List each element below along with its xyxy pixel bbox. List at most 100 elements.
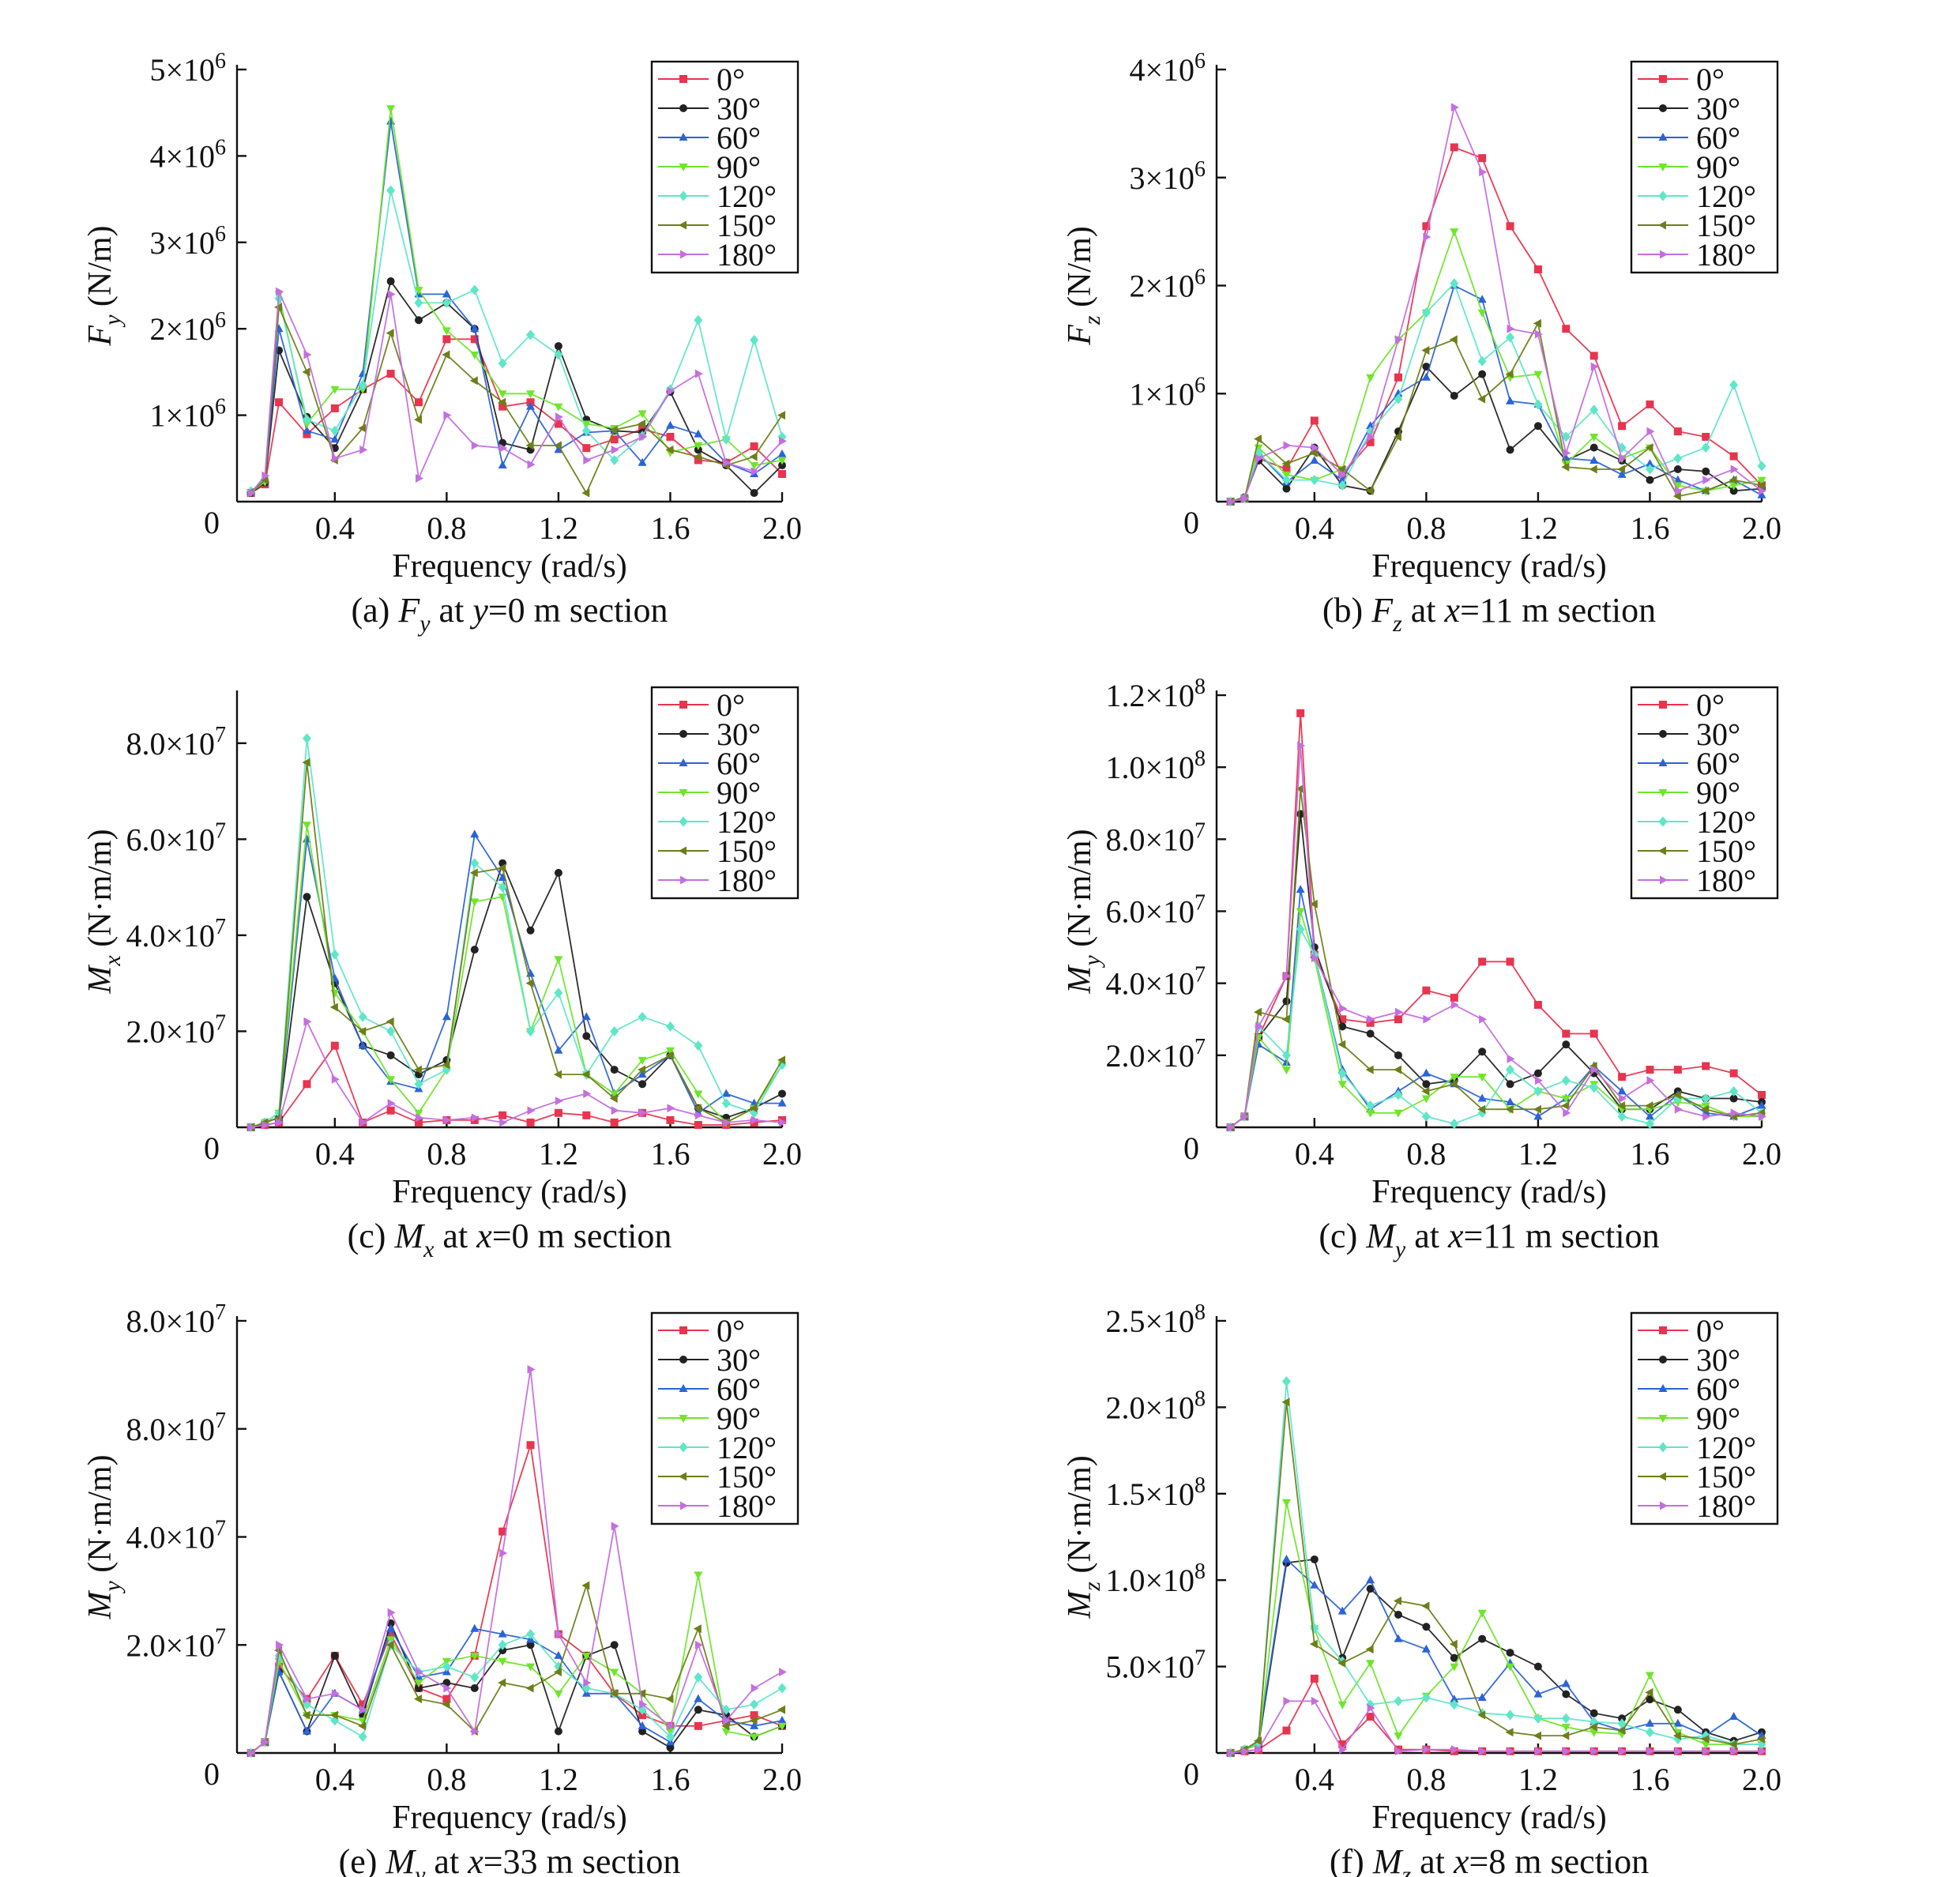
x-tick-label: 0.8: [1406, 1762, 1446, 1797]
series-line: [250, 1019, 783, 1128]
legend-marker: [679, 190, 688, 201]
data-point: [1589, 1082, 1599, 1093]
data-point: [526, 1118, 535, 1127]
data-point: [414, 415, 422, 424]
legend-label: 120°: [1696, 1430, 1756, 1465]
x-tick-label: 0.8: [427, 1762, 466, 1797]
data-point: [1394, 1065, 1401, 1074]
data-point: [1589, 1029, 1598, 1038]
data-point: [1310, 475, 1319, 486]
data-point: [582, 1032, 591, 1040]
data-point: [638, 1070, 647, 1078]
legend-marker: [1659, 104, 1667, 112]
data-point: [1561, 1101, 1570, 1111]
data-point: [777, 1683, 787, 1694]
data-point: [442, 297, 451, 308]
data-point: [1394, 393, 1403, 404]
data-point: [498, 402, 507, 411]
data-point: [1533, 1104, 1541, 1114]
data-point: [777, 1055, 785, 1065]
data-point: [386, 1051, 395, 1059]
data-point: [1450, 1653, 1458, 1662]
data-point: [498, 1629, 507, 1638]
data-point: [1533, 1662, 1542, 1671]
data-point: [1619, 1094, 1627, 1104]
data-point: [1645, 1718, 1654, 1727]
data-point: [1477, 1609, 1487, 1618]
legend-label: 90°: [1696, 149, 1740, 185]
data-point: [1309, 1639, 1318, 1649]
series-1: [1226, 1555, 1766, 1757]
data-point: [358, 1040, 367, 1049]
data-point: [694, 1040, 703, 1051]
data-point: [1478, 1634, 1487, 1643]
data-point: [723, 1716, 732, 1725]
legend-marker: [1660, 250, 1668, 259]
chart-svg: 2.0×107 4.0×107 6.0×107 8.0×107 1.0×108 1.2×1…: [1062, 675, 1781, 1262]
y-tick-label: 1.0×108: [1105, 747, 1206, 785]
data-point: [750, 1108, 759, 1119]
data-point: [581, 1683, 591, 1694]
data-point: [1394, 1695, 1403, 1706]
data-point: [1394, 1634, 1403, 1642]
data-point: [1702, 1747, 1711, 1756]
data-point: [1296, 908, 1305, 916]
data-point: [1281, 1499, 1291, 1507]
series-4: [246, 185, 787, 497]
data-point: [526, 401, 536, 410]
data-point: [1561, 1679, 1571, 1687]
data-point: [694, 1090, 703, 1099]
data-point: [1449, 1639, 1458, 1649]
data-point: [1282, 465, 1291, 473]
data-point: [694, 1640, 703, 1649]
series-0: [246, 335, 786, 498]
data-point: [554, 342, 562, 351]
legend-label: 180°: [1696, 237, 1756, 273]
data-point: [581, 420, 591, 429]
data-point: [1395, 1007, 1403, 1017]
series-2: [1226, 280, 1766, 505]
legend-label: 60°: [1696, 746, 1740, 781]
data-point: [1590, 362, 1599, 371]
y-tick-label: 6.0×107: [126, 818, 226, 857]
data-point: [1296, 784, 1304, 794]
data-point: [330, 434, 340, 443]
data-point: [1422, 986, 1431, 995]
series-4: [1226, 923, 1766, 1133]
origin-label: 0: [204, 505, 220, 540]
data-point: [611, 445, 619, 454]
data-point: [1561, 431, 1571, 442]
y-tick-label: 5.0×107: [1105, 1646, 1206, 1685]
data-point: [1281, 1397, 1290, 1407]
data-point: [1505, 1104, 1514, 1114]
data-point: [526, 1441, 535, 1450]
legend-label: 30°: [1696, 91, 1740, 126]
data-point: [1394, 1089, 1403, 1100]
data-point: [1563, 1108, 1571, 1118]
data-point: [527, 1365, 536, 1375]
data-point: [1241, 1112, 1250, 1121]
panel-c: 2.0×107 4.0×107 6.0×107 8.0×107 0 0.4 0.8 1.2 1.…: [0, 626, 980, 1262]
data-point: [750, 1721, 759, 1729]
data-point: [331, 1074, 340, 1084]
data-point: [1507, 1747, 1515, 1756]
data-point: [1310, 456, 1319, 465]
data-point: [721, 1089, 731, 1097]
data-point: [749, 1104, 758, 1113]
data-point: [1394, 432, 1401, 442]
data-point: [666, 1115, 675, 1124]
data-point: [303, 350, 312, 359]
x-tick-label: 0.4: [1295, 510, 1334, 546]
data-point: [1646, 400, 1654, 408]
data-point: [1701, 1734, 1710, 1743]
data-point: [1562, 325, 1571, 333]
legend-label: 150°: [1696, 833, 1756, 869]
data-point: [1702, 1062, 1710, 1070]
data-point: [1757, 476, 1766, 485]
data-point: [499, 1548, 508, 1558]
legend-label: 0°: [717, 1313, 745, 1349]
legend-label: 60°: [717, 1371, 761, 1407]
data-point: [1561, 1731, 1570, 1740]
origin-label: 0: [1183, 1130, 1199, 1166]
data-point: [1479, 167, 1488, 177]
